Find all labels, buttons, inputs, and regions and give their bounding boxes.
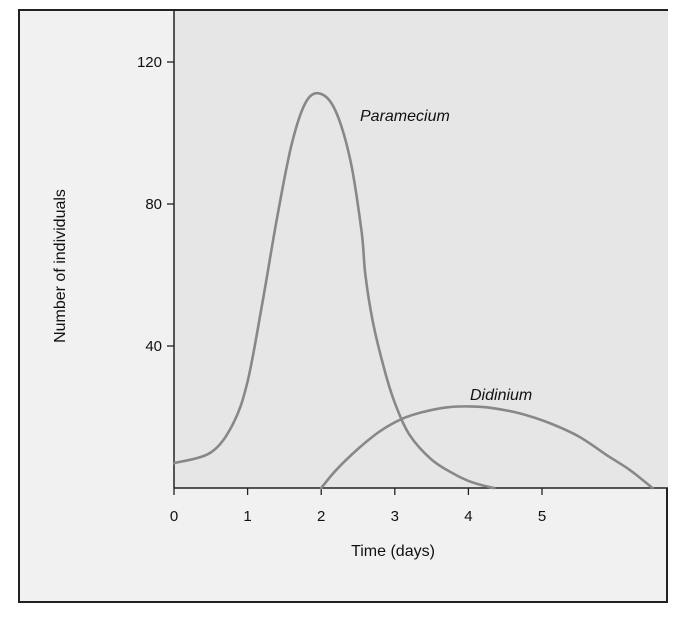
- x-tick-label: 2: [317, 508, 325, 525]
- x-tick-label: 3: [391, 508, 399, 525]
- series-line-paramecium: [172, 91, 496, 490]
- y-tick-label: 120: [137, 54, 162, 71]
- x-axis-title: Time (days): [351, 543, 435, 560]
- series-line-didinium: [319, 405, 654, 490]
- series-label-paramecium: Paramecium: [360, 108, 450, 125]
- x-tick-label: 1: [243, 508, 251, 525]
- y-tick-label: 40: [145, 338, 162, 355]
- plot-area: [174, 11, 668, 488]
- axis-ticks: 0 1 2 3 4 5 40 80 120: [137, 54, 546, 525]
- y-tick-label: 80: [145, 196, 162, 213]
- series-curves: [172, 91, 654, 490]
- x-tick-label: 0: [170, 508, 178, 525]
- series-label-didinium: Didinium: [470, 387, 532, 404]
- y-axis-title: Number of individuals: [52, 189, 69, 343]
- x-tick-label: 4: [464, 508, 472, 525]
- x-tick-label: 5: [538, 508, 546, 525]
